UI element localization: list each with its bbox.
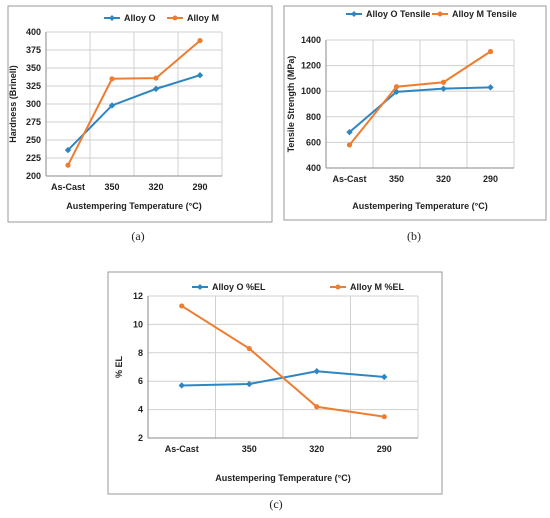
- data-point-alloy-o: [440, 85, 447, 92]
- legend-marker: [109, 15, 115, 21]
- data-point-alloy-m: [109, 76, 115, 82]
- data-point-alloy-o: [64, 146, 72, 154]
- x-tick-label: 350: [242, 444, 257, 454]
- data-point-alloy-o: [346, 128, 353, 136]
- series-line-alloy-o: [348, 86, 491, 133]
- x-tick-label: 290: [483, 174, 498, 184]
- panel-label: (b): [407, 229, 421, 243]
- data-point-alloy-o: [246, 380, 253, 388]
- data-point-alloy-o: [178, 382, 185, 389]
- legend-entry: Alloy M %EL: [350, 282, 405, 292]
- legend-entry: Alloy O Tensile: [366, 9, 430, 19]
- y-tick-label: 2: [138, 433, 143, 443]
- chart-panel-2: 400 600 800 1000 1200 1400 As-Cast 350 320 290 Aus…: [283, 5, 547, 243]
- y-tick-label: 375: [26, 45, 41, 55]
- panel-frame: [283, 5, 547, 221]
- legend-marker: [172, 15, 178, 21]
- panel-frame: [107, 271, 443, 495]
- legend-entry: Alloy M: [187, 13, 219, 23]
- y-axis-title: % EL: [114, 356, 124, 379]
- y-tick-label: 10: [133, 319, 143, 329]
- y-tick-label: 250: [26, 135, 41, 145]
- x-tick-label: As-Cast: [51, 182, 85, 192]
- y-tick-label: 4: [138, 405, 143, 415]
- x-tick-label: 320: [436, 174, 451, 184]
- data-point-alloy-m: [487, 48, 494, 55]
- y-tick-label: 300: [26, 99, 41, 109]
- data-point-alloy-m: [393, 84, 400, 90]
- y-tick-label: 8: [138, 348, 143, 358]
- data-point-alloy-m: [153, 75, 159, 81]
- data-point-alloy-m: [197, 38, 203, 44]
- y-tick-label: 400: [26, 27, 41, 37]
- data-point-alloy-m: [65, 162, 71, 168]
- x-tick-label: 320: [309, 444, 324, 454]
- y-tick-label: 400: [306, 163, 321, 173]
- y-tick-label: 275: [26, 117, 41, 127]
- data-point-alloy-m: [314, 404, 320, 410]
- data-point-alloy-o: [152, 85, 160, 93]
- series-line-alloy-o: [67, 74, 201, 151]
- series-line-alloy-m: [67, 39, 201, 166]
- x-tick-label: 350: [104, 182, 119, 192]
- data-point-alloy-m: [346, 142, 353, 148]
- x-axis-title: Austempering Temperature (°C): [215, 473, 350, 483]
- panel-label: (a): [131, 229, 144, 243]
- y-tick-label: 350: [26, 63, 41, 73]
- data-point-alloy-m: [381, 414, 387, 420]
- panel-label: (c): [269, 497, 282, 511]
- x-tick-label: As-Cast: [332, 174, 366, 184]
- legend-entry: Alloy O %EL: [212, 282, 266, 292]
- y-tick-label: 225: [26, 153, 41, 163]
- x-axis-title: Austempering Temperature (°C): [66, 201, 201, 211]
- y-axis-title: Tensile Strength (MPa): [286, 56, 296, 153]
- chart-panel-1: 200 225 250 275 300 325 350 375 400 As-Cast 350 320…: [7, 5, 273, 243]
- data-point-alloy-m: [179, 303, 185, 309]
- series-line-alloy-m: [348, 50, 492, 146]
- y-tick-label: 12: [133, 291, 143, 301]
- y-axis-title: Hardness (Brinell): [8, 65, 18, 143]
- y-tick-label: 600: [306, 137, 321, 147]
- series-line-alloy-m: [181, 305, 385, 418]
- x-tick-label: 350: [389, 174, 404, 184]
- y-tick-label: 800: [306, 112, 321, 122]
- data-point-alloy-m: [440, 79, 447, 85]
- legend-marker: [335, 284, 341, 290]
- data-point-alloy-o: [487, 84, 494, 91]
- data-point-alloy-o: [108, 102, 116, 109]
- legend-marker: [437, 11, 443, 17]
- x-tick-label: 320: [148, 182, 163, 192]
- y-tick-label: 6: [138, 376, 143, 386]
- data-point-alloy-o: [381, 373, 388, 381]
- chart-panel-3: 2 4 6 8 10 12 As-Cast 350 320 290 Austempering Tem…: [107, 271, 443, 511]
- y-tick-label: 325: [26, 81, 41, 91]
- legend-marker: [197, 284, 203, 290]
- panel-frame: [7, 5, 273, 223]
- legend-entry: Alloy M Tensile: [452, 9, 517, 19]
- legend-entry: Alloy O: [124, 13, 156, 23]
- data-point-alloy-o: [313, 368, 320, 375]
- y-tick-label: 1400: [301, 35, 321, 45]
- y-tick-label: 1000: [301, 86, 321, 96]
- x-axis-title: Austempering Temperature (°C): [352, 201, 487, 211]
- y-tick-label: 1200: [301, 61, 321, 71]
- x-tick-label: As-Cast: [165, 444, 199, 454]
- data-point-alloy-m: [246, 345, 252, 352]
- legend-marker: [351, 11, 357, 17]
- x-tick-label: 290: [377, 444, 392, 454]
- data-point-alloy-o: [196, 72, 204, 79]
- x-tick-label: 290: [192, 182, 207, 192]
- y-tick-label: 200: [26, 171, 41, 181]
